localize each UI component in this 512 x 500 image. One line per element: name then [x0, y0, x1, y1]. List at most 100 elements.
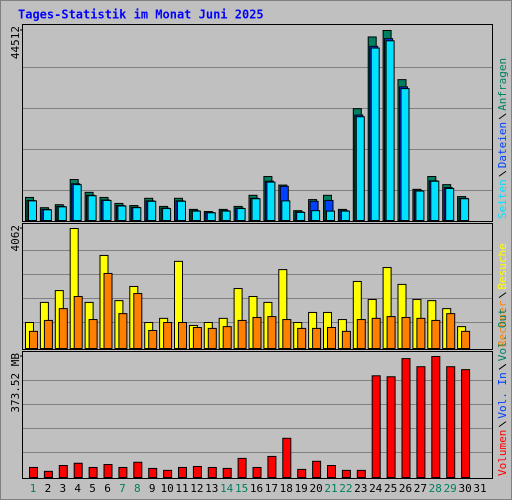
bar: [162, 208, 172, 222]
bar: [163, 322, 173, 350]
bar: [252, 466, 262, 479]
bar: [282, 319, 292, 349]
bar: [133, 293, 143, 349]
bar: [88, 319, 98, 349]
chart-title: Tages-Statistik im Monat Juni 2025: [18, 8, 264, 22]
x-tick-label: 27: [414, 482, 427, 495]
y-tick-label: 373.52 MB: [9, 353, 22, 413]
bar: [222, 467, 232, 478]
bar: [222, 326, 232, 350]
bar: [416, 317, 426, 350]
x-tick-label: 13: [205, 482, 218, 495]
x-tick-label: 3: [59, 482, 66, 495]
x-tick-label: 14: [220, 482, 234, 495]
x-tick-label: 5: [89, 482, 96, 495]
y-tick-label: 4062: [9, 225, 22, 252]
bar: [341, 330, 351, 349]
bar: [370, 47, 380, 221]
bar: [341, 469, 351, 478]
panel: [22, 351, 493, 479]
bar: [386, 316, 396, 350]
x-tick-label: 1: [30, 482, 37, 495]
bar: [191, 210, 201, 221]
y-tick-label: 44512: [9, 26, 22, 59]
bar: [43, 319, 53, 349]
bar: [252, 316, 262, 350]
bar: [401, 316, 411, 350]
bar: [221, 210, 231, 221]
x-tick-label: 19: [295, 482, 308, 495]
legend-entry: Volumen: [496, 430, 509, 476]
bar: [266, 181, 276, 221]
legend-separator: [498, 421, 507, 428]
legend-entry: Dateien: [496, 122, 509, 168]
bar: [416, 366, 426, 478]
x-tick-label: 11: [175, 482, 188, 495]
bar: [58, 308, 68, 349]
bar: [311, 210, 321, 221]
bar: [281, 200, 291, 222]
bar: [192, 465, 202, 479]
panel: [22, 24, 493, 222]
bar: [178, 322, 187, 350]
x-tick-label: 8: [134, 482, 141, 495]
x-tick-label: 16: [250, 482, 263, 495]
bar: [177, 200, 186, 222]
legend-entry: Anfragen: [496, 58, 509, 111]
bar: [267, 316, 277, 350]
bar: [102, 199, 112, 221]
bar: [460, 198, 470, 222]
legend-entry: Vol. In: [496, 372, 509, 418]
bar: [461, 330, 471, 349]
x-tick-label: 23: [354, 482, 367, 495]
legend-entry: Rechner: [496, 300, 509, 347]
bar: [445, 187, 455, 221]
legend-entry: Seiten: [496, 179, 509, 219]
legend-separator: [498, 363, 507, 370]
bar: [296, 211, 306, 222]
bar: [73, 296, 83, 350]
bar: [118, 466, 128, 479]
x-tick-label: 12: [190, 482, 203, 495]
x-tick-label: 22: [339, 482, 352, 495]
bar: [237, 319, 247, 349]
legend-entry: Besuche: [496, 243, 509, 289]
bar: [356, 469, 366, 478]
bar: [446, 366, 456, 478]
bar: [431, 319, 441, 349]
bar: [42, 209, 52, 221]
bar: [401, 358, 411, 478]
bar: [415, 190, 425, 222]
x-tick-label: 29: [444, 482, 457, 495]
bar: [207, 466, 217, 479]
bar: [385, 40, 395, 221]
bar: [117, 205, 127, 222]
bar: [207, 327, 217, 350]
x-tick-label: 9: [149, 482, 156, 495]
x-tick-label: 10: [160, 482, 173, 495]
bar: [178, 466, 187, 479]
bar: [327, 465, 336, 479]
legend-entry: Vol. Out: [496, 308, 509, 361]
bar: [312, 460, 322, 478]
bar: [312, 327, 322, 350]
legend-separator: [498, 292, 507, 299]
bar: [28, 200, 37, 222]
x-tick-label: 21: [324, 482, 337, 495]
bar: [236, 208, 246, 222]
x-tick-label: 17: [265, 482, 278, 495]
bar: [148, 467, 158, 478]
bar: [43, 470, 53, 478]
bar: [29, 330, 38, 349]
legend-separator: [498, 113, 507, 120]
bar: [430, 180, 440, 221]
x-tick-label: 25: [384, 482, 397, 495]
bar: [163, 469, 173, 478]
bar: [103, 272, 113, 349]
x-tick-label: 4: [74, 482, 81, 495]
bar: [386, 376, 396, 478]
bar: [400, 88, 410, 221]
bar: [356, 319, 366, 349]
